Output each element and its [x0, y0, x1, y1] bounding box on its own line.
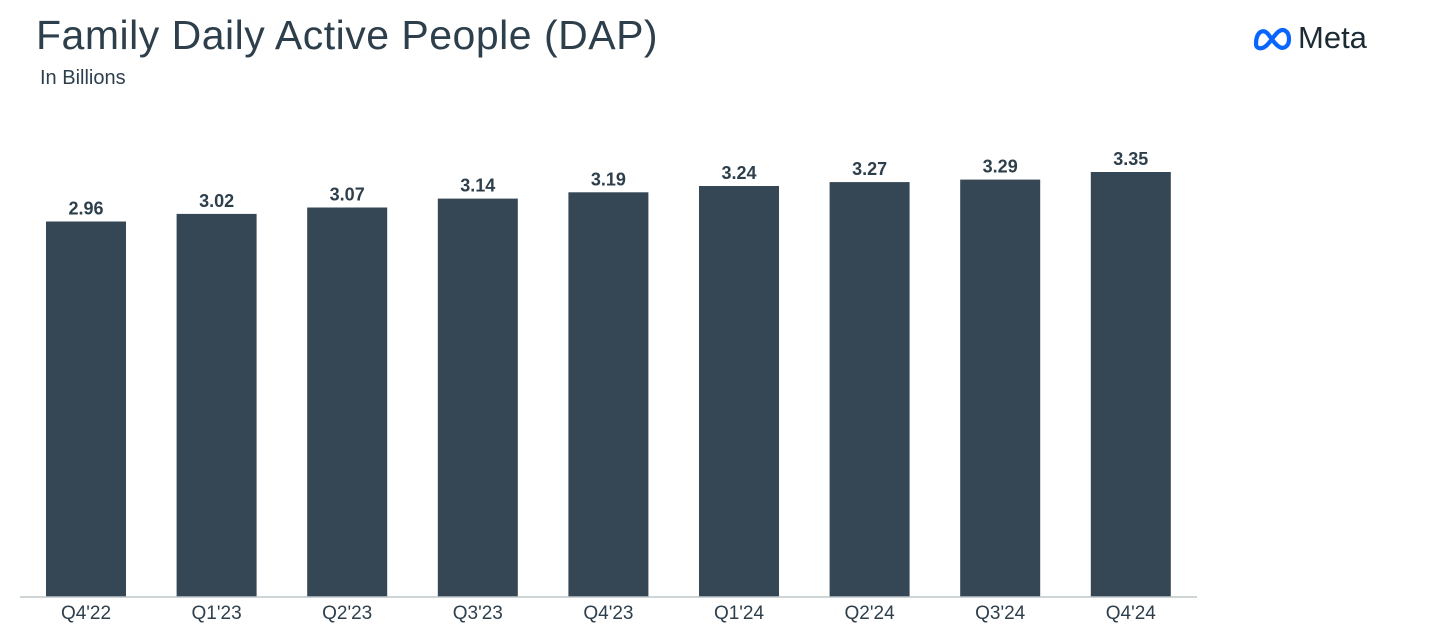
value-label: 3.14 — [460, 176, 495, 196]
value-label: 3.07 — [330, 185, 365, 205]
value-label: 3.24 — [721, 163, 756, 183]
value-label: 3.27 — [852, 159, 887, 179]
value-labels-group: 2.96 3.02 3.07 3.14 3.19 3.24 3.27 3.29 3.35 — [68, 149, 1148, 219]
bar-Q1'24 — [699, 186, 779, 597]
x-tick-label: Q4'23 — [583, 603, 633, 624]
chart-subtitle: In Billions — [40, 67, 126, 89]
x-tick-label: Q3'23 — [453, 603, 503, 624]
x-tick-label: Q1'24 — [714, 603, 765, 624]
value-label: 3.29 — [983, 157, 1018, 177]
bar-Q2'23 — [307, 207, 388, 597]
x-tick-label: Q1'23 — [192, 603, 242, 624]
x-tick-label: Q4'22 — [61, 603, 111, 624]
meta-logo-text: Meta — [1298, 20, 1367, 55]
value-label: 2.96 — [68, 199, 103, 219]
bar-Q2'24 — [829, 182, 910, 597]
bar-Q1'23 — [176, 213, 257, 597]
x-tick-label: Q2'23 — [322, 603, 372, 624]
x-tick-label: Q4'24 — [1106, 603, 1157, 624]
value-label: 3.19 — [591, 169, 626, 189]
x-tick-label: Q3'24 — [975, 603, 1026, 624]
bar-Q4'24 — [1090, 172, 1171, 597]
bars-group — [46, 172, 1171, 598]
bar-Q3'24 — [960, 179, 1041, 597]
bar-Q4'23 — [568, 192, 649, 598]
bar-Q3'23 — [437, 198, 518, 597]
meta-infinity-icon — [1253, 28, 1292, 51]
x-tick-labels-group: Q4'22 Q1'23 Q2'23 Q3'23 Q4'23 Q1'24 Q2'24 Q3'24… — [61, 603, 1156, 624]
value-label: 3.35 — [1113, 149, 1148, 169]
bar-Q4'22 — [46, 221, 126, 597]
meta-logo: Meta — [1250, 18, 1367, 58]
chart-title: Family Daily Active People (DAP) — [36, 12, 659, 58]
value-label: 3.02 — [199, 191, 234, 211]
x-tick-label: Q2'24 — [845, 603, 896, 624]
